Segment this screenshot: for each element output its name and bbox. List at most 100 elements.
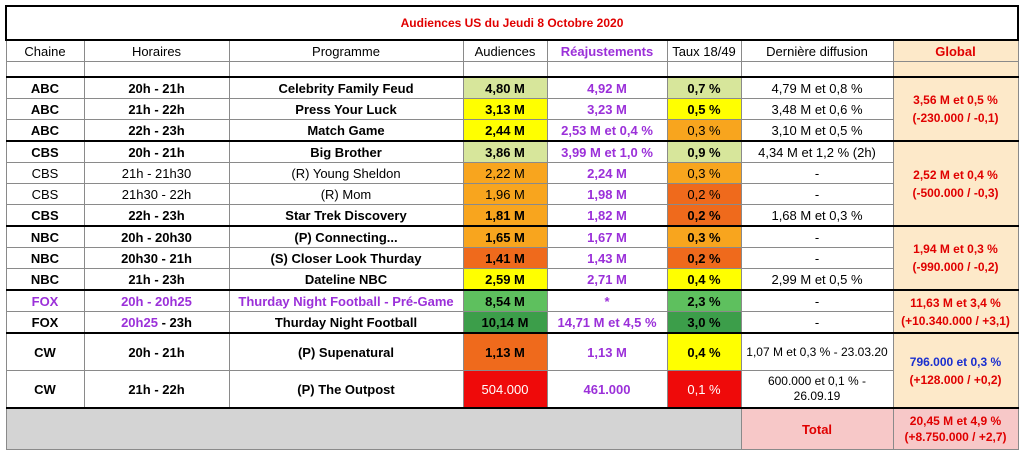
cell-horaires: 22h - 23h xyxy=(83,119,230,142)
total-value: 20,45 M et 4,9 % (+8.750.000 / +2,7) xyxy=(892,407,1019,450)
cell-programme: Press Your Luck xyxy=(228,98,464,120)
cell-derniere-diffusion: - xyxy=(740,289,894,312)
cell-chaine: CBS xyxy=(5,140,85,163)
cell-derniere-diffusion: - xyxy=(740,162,894,184)
total-row: Total 20,45 M et 4,9 % (+8.750.000 / +2,7… xyxy=(5,407,1019,450)
cell-taux: 0,4 % xyxy=(666,268,742,291)
header-audiences: Audiences xyxy=(462,39,548,62)
cell-chaine: CW xyxy=(5,370,85,409)
cell-programme: Match Game xyxy=(228,119,464,142)
table-row: CBS 22h - 23h Star Trek Discovery 1,81 M… xyxy=(5,204,1018,227)
cell-derniere-diffusion: - xyxy=(740,311,894,334)
global-nbc: 1,94 M et 0,3 % (-990.000 / -0,2) xyxy=(892,225,1019,291)
cell-audiences: 1,65 M xyxy=(462,225,548,248)
cell-derniere-diffusion: - xyxy=(740,247,894,269)
cell-audiences: 3,86 M xyxy=(462,140,548,163)
cell-reajustements: 1,82 M xyxy=(546,204,668,227)
cell-horaires: 20h - 21h xyxy=(83,332,230,371)
cell-reajustements: 461.000 xyxy=(546,370,668,409)
cell-reajustements: 1,13 M xyxy=(546,332,668,371)
global-fox: 11,63 M et 3,4 % (+10.340.000 / +3,1) xyxy=(892,289,1019,334)
table-row: ABC 20h - 21h Celebrity Family Feud 4,80… xyxy=(5,76,1019,142)
table-row: NBC 20h - 20h30 (P) Connecting... 1,65 M… xyxy=(5,225,1019,291)
cell-programme: (S) Closer Look Thurday xyxy=(228,247,464,269)
cell-chaine: CBS xyxy=(5,204,85,227)
total-label: Total xyxy=(740,407,894,450)
cell-taux: 0,2 % xyxy=(666,247,742,269)
cell-reajustements: 3,99 M et 1,0 % xyxy=(546,140,668,163)
cell-audiences: 2,22 M xyxy=(462,162,548,184)
cell-programme: Dateline NBC xyxy=(228,268,464,291)
spacer-row xyxy=(5,61,1019,78)
cell-audiences: 504.000 xyxy=(462,370,548,409)
cell-audiences: 4,80 M xyxy=(462,76,548,99)
cell-reajustements: 14,71 M et 4,5 % xyxy=(546,311,668,334)
cell-taux: 0,7 % xyxy=(666,76,742,99)
cell-taux: 0,9 % xyxy=(666,140,742,163)
cell-reajustements: 3,23 M xyxy=(546,98,668,120)
header-taux: Taux 18/49 xyxy=(666,39,742,62)
cell-chaine: ABC xyxy=(5,98,85,120)
global-cw: 796.000 et 0,3 % (+128.000 / +0,2) xyxy=(892,332,1019,409)
cell-taux: 0,2 % xyxy=(666,183,742,205)
cell-audiences: 1,96 M xyxy=(462,183,548,205)
header-horaires: Horaires xyxy=(83,39,230,62)
cell-derniere-diffusion: 3,48 M et 0,6 % xyxy=(740,98,894,120)
cell-taux: 0,5 % xyxy=(666,98,742,120)
cell-programme: Thurday Night Football - Pré-Game xyxy=(228,289,464,312)
table-row: CW 20h - 21h (P) Supenatural 1,13 M 1,13… xyxy=(5,332,1019,409)
cell-audiences: 3,13 M xyxy=(462,98,548,120)
cell-horaires: 20h - 20h25 xyxy=(83,289,230,312)
cell-taux: 0,4 % xyxy=(666,332,742,371)
header-chaine: Chaine xyxy=(5,39,85,62)
cell-chaine: CBS xyxy=(5,183,85,205)
audience-table: Audiences US du Jeudi 8 Octobre 2020 Cha… xyxy=(5,5,1019,450)
cell-chaine: ABC xyxy=(5,119,85,142)
cell-programme: Big Brother xyxy=(228,140,464,163)
header-reajustements: Réajustements xyxy=(546,39,668,62)
cell-chaine: FOX xyxy=(5,289,85,312)
cell-chaine: CBS xyxy=(5,162,85,184)
cell-derniere-diffusion: 4,34 M et 1,2 % (2h) xyxy=(740,140,894,163)
cell-reajustements: 1,43 M xyxy=(546,247,668,269)
cell-reajustements: 1,67 M xyxy=(546,225,668,248)
cell-chaine: CW xyxy=(5,332,85,371)
cell-audiences: 1,13 M xyxy=(462,332,548,371)
cell-chaine: NBC xyxy=(5,225,85,248)
cell-derniere-diffusion: 1,68 M et 0,3 % xyxy=(740,204,894,227)
cell-chaine: NBC xyxy=(5,247,85,269)
cell-horaires: 20h25 - 23h xyxy=(83,311,230,334)
table-row: FOX 20h - 20h25 Thurday Night Football -… xyxy=(5,289,1019,334)
cell-audiences: 2,59 M xyxy=(462,268,548,291)
cell-horaires: 21h - 22h xyxy=(83,370,230,409)
cell-chaine: ABC xyxy=(5,76,85,99)
cell-horaires: 22h - 23h xyxy=(83,204,230,227)
table-row: CBS 21h30 - 22h (R) Mom 1,96 M 1,98 M 0,… xyxy=(5,183,1018,205)
cell-programme: (R) Mom xyxy=(228,183,464,205)
cell-audiences: 1,41 M xyxy=(462,247,548,269)
cell-programme: Thurday Night Football xyxy=(228,311,464,334)
cell-reajustements: 2,53 M et 0,4 % xyxy=(546,119,668,142)
cell-derniere-diffusion: 4,79 M et 0,8 % xyxy=(740,76,894,99)
cell-horaires: 21h - 23h xyxy=(83,268,230,291)
cell-audiences: 10,14 M xyxy=(462,311,548,334)
cell-programme: (R) Young Sheldon xyxy=(228,162,464,184)
header-global: Global xyxy=(892,39,1019,62)
cell-reajustements: 4,92 M xyxy=(546,76,668,99)
cell-taux: 0,3 % xyxy=(666,225,742,248)
header-programme: Programme xyxy=(228,39,464,62)
cell-audiences: 8,54 M xyxy=(462,289,548,312)
cell-derniere-diffusion: - xyxy=(740,225,894,248)
cell-audiences: 1,81 M xyxy=(462,204,548,227)
global-cbs: 2,52 M et 0,4 % (-500.000 / -0,3) xyxy=(892,140,1019,227)
total-filler xyxy=(5,407,742,450)
cell-taux: 0,3 % xyxy=(666,119,742,142)
cell-horaires: 21h - 22h xyxy=(83,98,230,120)
cell-horaires: 21h30 - 22h xyxy=(83,183,230,205)
cell-reajustements: 2,24 M xyxy=(546,162,668,184)
cell-chaine: NBC xyxy=(5,268,85,291)
cell-horaires: 20h30 - 21h xyxy=(83,247,230,269)
cell-chaine: FOX xyxy=(5,311,85,334)
cell-programme: Star Trek Discovery xyxy=(228,204,464,227)
header-row: Chaine Horaires Programme Audiences Réaj… xyxy=(5,39,1019,62)
